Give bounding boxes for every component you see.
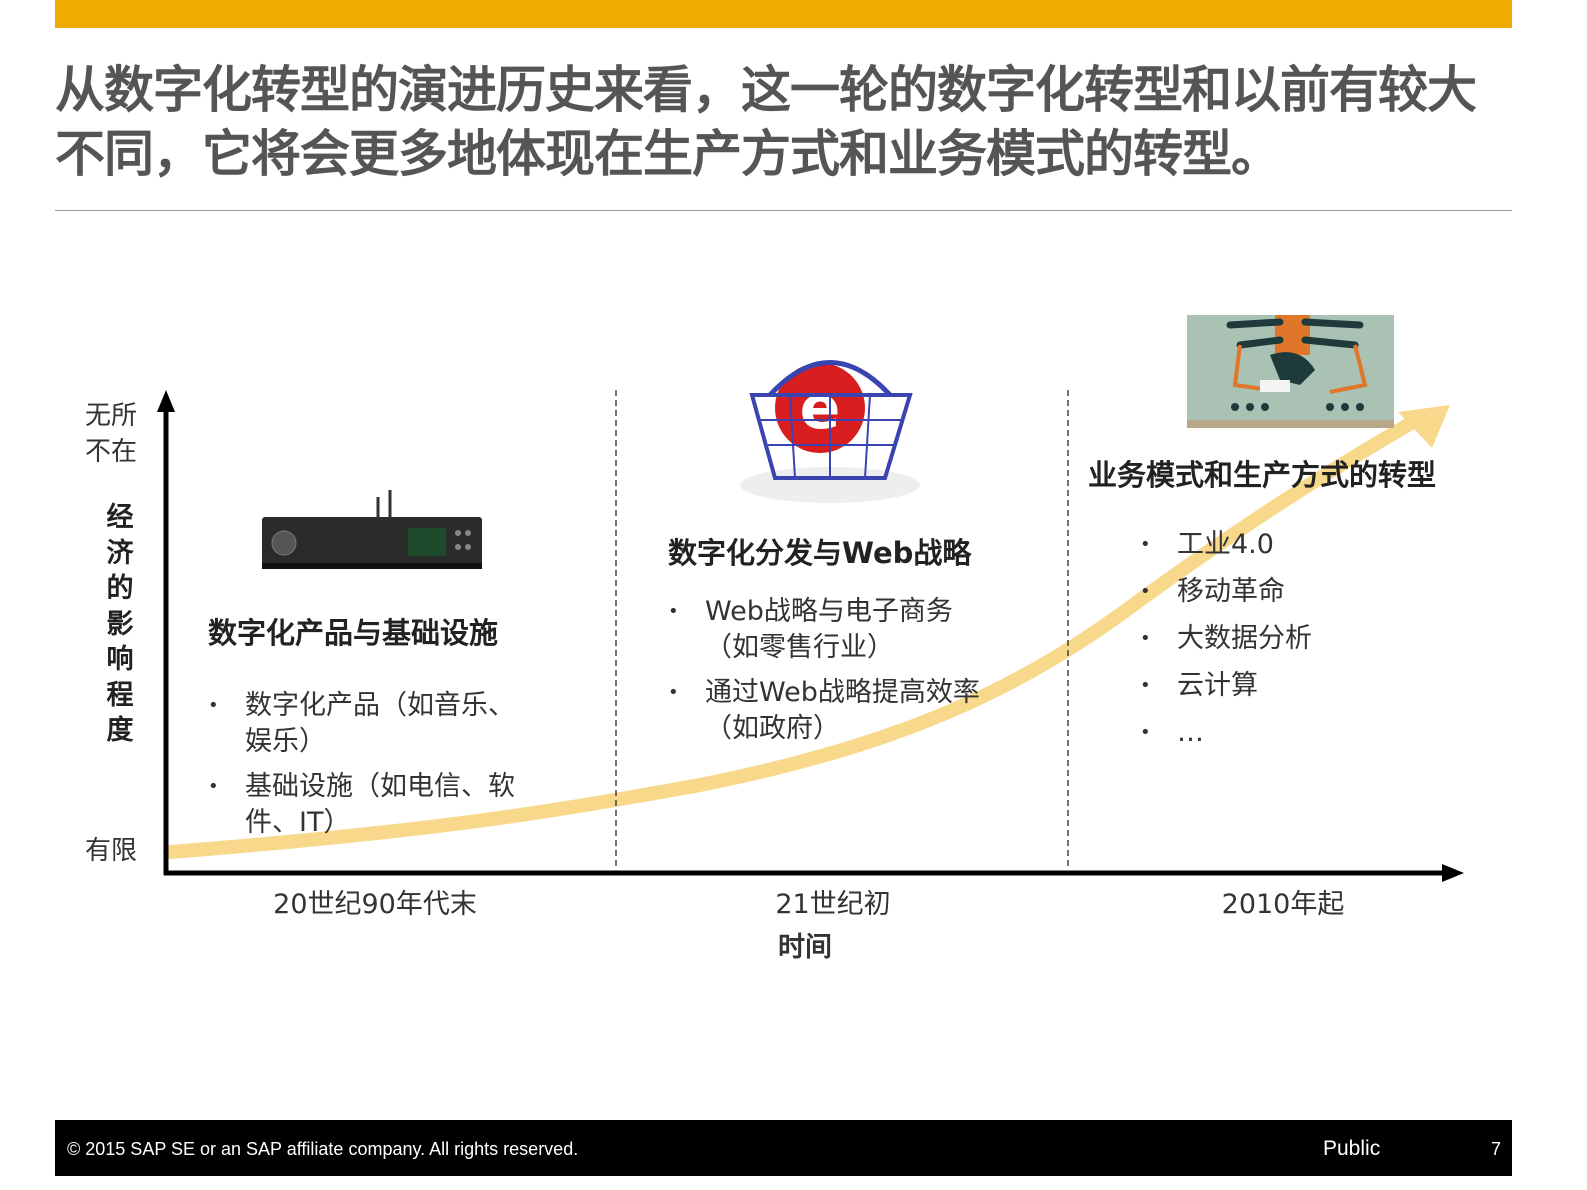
x-axis-arrowhead [1442,864,1464,882]
list-item: 工业4.0 [1140,526,1440,564]
section-2-bullets: Web战略与电子商务（如零售行业） 通过Web战略提高效率（如政府） [668,594,988,756]
list-item: Web战略与电子商务（如零售行业） [668,594,988,666]
list-item: 移动革命 [1140,573,1440,611]
top-accent-bar [55,0,1512,28]
section-1-bullets: 数字化产品（如音乐、娱乐） 基础设施（如电信、软件、IT） [208,688,518,850]
slide-title: 从数字化转型的演进历史来看，这一轮的数字化转型和以前有较大不同，它将会更多地体现… [55,61,1477,183]
list-item: 大数据分析 [1140,620,1440,658]
growth-curve-arrowhead [1398,405,1450,448]
section-1-heading: 数字化产品与基础设施 [208,616,499,650]
robotic-arms-icon [1187,315,1394,428]
y-axis-bottom-label: 有限 [85,836,138,866]
list-item: 云计算 [1140,667,1440,705]
title-divider [55,210,1512,211]
y-axis-top-label: 无所不在 [85,401,138,467]
section-2-heading: 数字化分发与Web战略 [668,536,972,570]
x-tick-3: 2010年起 [1221,889,1345,920]
footer: © 2015 SAP SE or an SAP affiliate compan… [55,1120,1512,1176]
copyright: © 2015 SAP SE or an SAP affiliate compan… [67,1139,579,1159]
stereo-device-icon [262,490,482,569]
page-number: 7 [1491,1139,1502,1159]
shopping-basket-icon: e [740,360,920,503]
list-item: 通过Web战略提高效率（如政府） [668,675,988,747]
y-axis-label: 经济的影响程度 [106,502,134,746]
list-item: 数字化产品（如音乐、娱乐） [208,688,518,760]
x-axis-label: 时间 [778,932,832,963]
section-3-bullets: 工业4.0 移动革命 大数据分析 云计算 … [1140,526,1440,761]
section-3-heading: 业务模式和生产方式的转型 [1088,458,1437,492]
y-axis-arrowhead [157,390,175,412]
classification: Public [1323,1137,1381,1160]
x-tick-1: 20世纪90年代末 [273,889,477,920]
list-item: … [1140,714,1440,752]
svg-text:e: e [800,373,841,443]
x-tick-2: 21世纪初 [775,889,891,920]
list-item: 基础设施（如电信、软件、IT） [208,769,518,841]
